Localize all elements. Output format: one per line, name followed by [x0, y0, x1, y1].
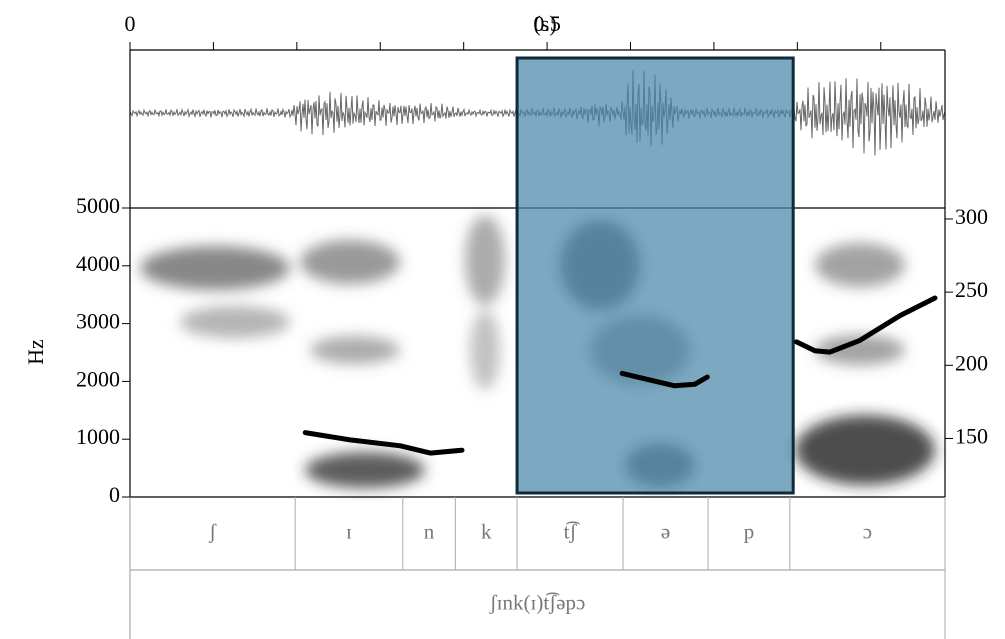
y-tick-label: 5000 — [76, 193, 120, 218]
tier-label: ʃ — [208, 519, 217, 543]
x-axis-label: (s) — [533, 11, 556, 36]
tier-label: k — [481, 519, 492, 543]
tier-label: t͡ʃ — [564, 519, 581, 543]
y2-tick-label: 200 — [955, 350, 988, 375]
tier-label: ʃɪnk(ɪ)t͡ʃəpɔ — [489, 590, 586, 614]
pitch-line — [302, 430, 465, 456]
selection — [515, 56, 795, 495]
y2-tick-label: 250 — [955, 277, 988, 302]
pitch-line — [794, 295, 938, 355]
pitch-line — [619, 370, 710, 389]
tier-label: ɪ — [346, 519, 352, 543]
y-tick-label: 1000 — [76, 424, 120, 449]
y-tick-label: 3000 — [76, 309, 120, 334]
x-tick-label: 0.5 — [533, 11, 561, 36]
y2-tick-label: 150 — [955, 424, 988, 449]
y-tick-label: 0 — [109, 482, 120, 507]
tier-label: ɔ — [863, 519, 872, 543]
tier-label: ə — [661, 519, 670, 543]
y-tick-label: 4000 — [76, 251, 120, 276]
y2-tick-label: 300 — [955, 204, 988, 229]
tier-label: n — [424, 519, 435, 543]
x-tick-label: 0 — [125, 11, 136, 36]
y-tick-label: 2000 — [76, 366, 120, 391]
tier-label: p — [744, 519, 755, 543]
y-axis-label: Hz — [23, 339, 48, 365]
